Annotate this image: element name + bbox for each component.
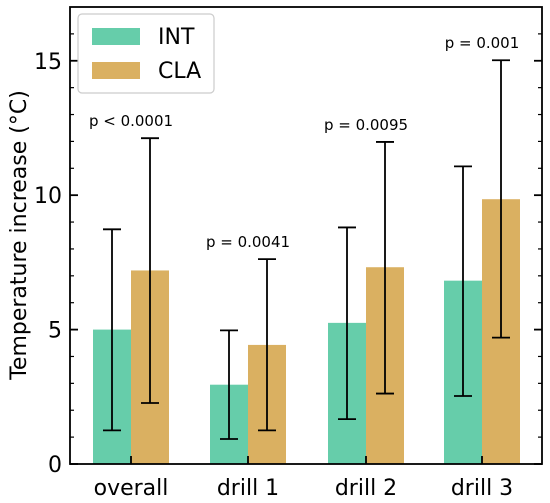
errorbar-int-overall xyxy=(103,228,121,432)
y-tick-label-15: 15 xyxy=(34,50,62,75)
legend-swatch-int xyxy=(92,28,140,45)
plot-frame xyxy=(69,6,543,465)
y-tick-label-5: 5 xyxy=(48,319,62,344)
errorbar-int-drill-1 xyxy=(220,329,238,440)
x-tick-label-drill-1: drill 1 xyxy=(217,476,279,501)
x-axis: overall drill 1 drill 2 drill 3 xyxy=(94,456,513,501)
p-value-label-drill-2: p = 0.0095 xyxy=(324,116,408,134)
errorbar-cla-overall xyxy=(141,137,159,404)
p-value-label-drill-3: p = 0.001 xyxy=(445,34,520,52)
errorbar-cla-drill-2 xyxy=(376,141,394,395)
legend: INT CLA xyxy=(77,13,215,94)
annotations-layer: p < 0.0001 p = 0.0041 p = 0.0095 p = 0.001 xyxy=(89,34,519,251)
errorbar-cla-drill-1 xyxy=(258,258,276,432)
errorbar-int-drill-3 xyxy=(454,165,472,397)
errorbar-cla-drill-3 xyxy=(492,59,510,339)
legend-swatch-cla xyxy=(92,62,140,79)
x-tick-label-drill-3: drill 3 xyxy=(451,476,513,501)
errorbar-int-drill-2 xyxy=(338,226,356,421)
y-tick-label-10: 10 xyxy=(34,184,62,209)
errorbars-layer xyxy=(103,59,510,440)
legend-label-int: INT xyxy=(158,25,195,50)
legend-label-cla: CLA xyxy=(158,59,201,84)
y-axis: 0 5 10 15 xyxy=(34,33,542,478)
x-tick-label-drill-2: drill 2 xyxy=(335,476,397,501)
y-tick-label-0: 0 xyxy=(48,453,62,478)
p-value-label-drill-1: p = 0.0041 xyxy=(206,233,290,251)
y-axis-title: Temperature increase (°C) xyxy=(7,90,32,381)
p-value-label-overall: p < 0.0001 xyxy=(89,112,173,130)
x-tick-label-overall: overall xyxy=(94,476,169,501)
